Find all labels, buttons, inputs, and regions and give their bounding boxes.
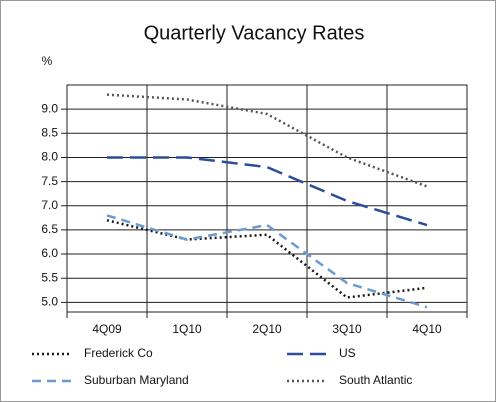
- legend-label: South Atlantic: [339, 373, 412, 387]
- series-line: [106, 214, 428, 309]
- series-line: [106, 93, 428, 188]
- series-line: [106, 219, 428, 299]
- y-unit: %: [42, 54, 53, 68]
- y-tick-label: 6.5: [41, 222, 58, 236]
- x-tick-label: 1Q10: [172, 322, 202, 336]
- y-tick-label: 8.0: [41, 150, 58, 164]
- y-tick-label: 5.5: [41, 270, 58, 284]
- legend-label: US: [339, 346, 356, 360]
- plot-area: [66, 84, 468, 313]
- y-tick-label: 7.5: [41, 174, 58, 188]
- y-tick-label: 9.0: [41, 101, 58, 115]
- series-line: [107, 156, 428, 227]
- chart-title: Quarterly Vacancy Rates: [144, 22, 365, 44]
- x-tick-label: 3Q10: [332, 322, 362, 336]
- x-tick-label: 4Q10: [412, 322, 442, 336]
- legend-label: Frederick Co: [84, 346, 153, 360]
- y-tick-label: 5.0: [41, 295, 58, 309]
- x-tick-label: 4Q09: [92, 322, 122, 336]
- y-tick-label: 7.0: [41, 198, 58, 212]
- x-tick-label: 2Q10: [252, 322, 282, 336]
- legend-label: Suburban Maryland: [84, 373, 189, 387]
- y-tick-label: 6.0: [41, 246, 58, 260]
- y-tick-label: 8.5: [41, 125, 58, 139]
